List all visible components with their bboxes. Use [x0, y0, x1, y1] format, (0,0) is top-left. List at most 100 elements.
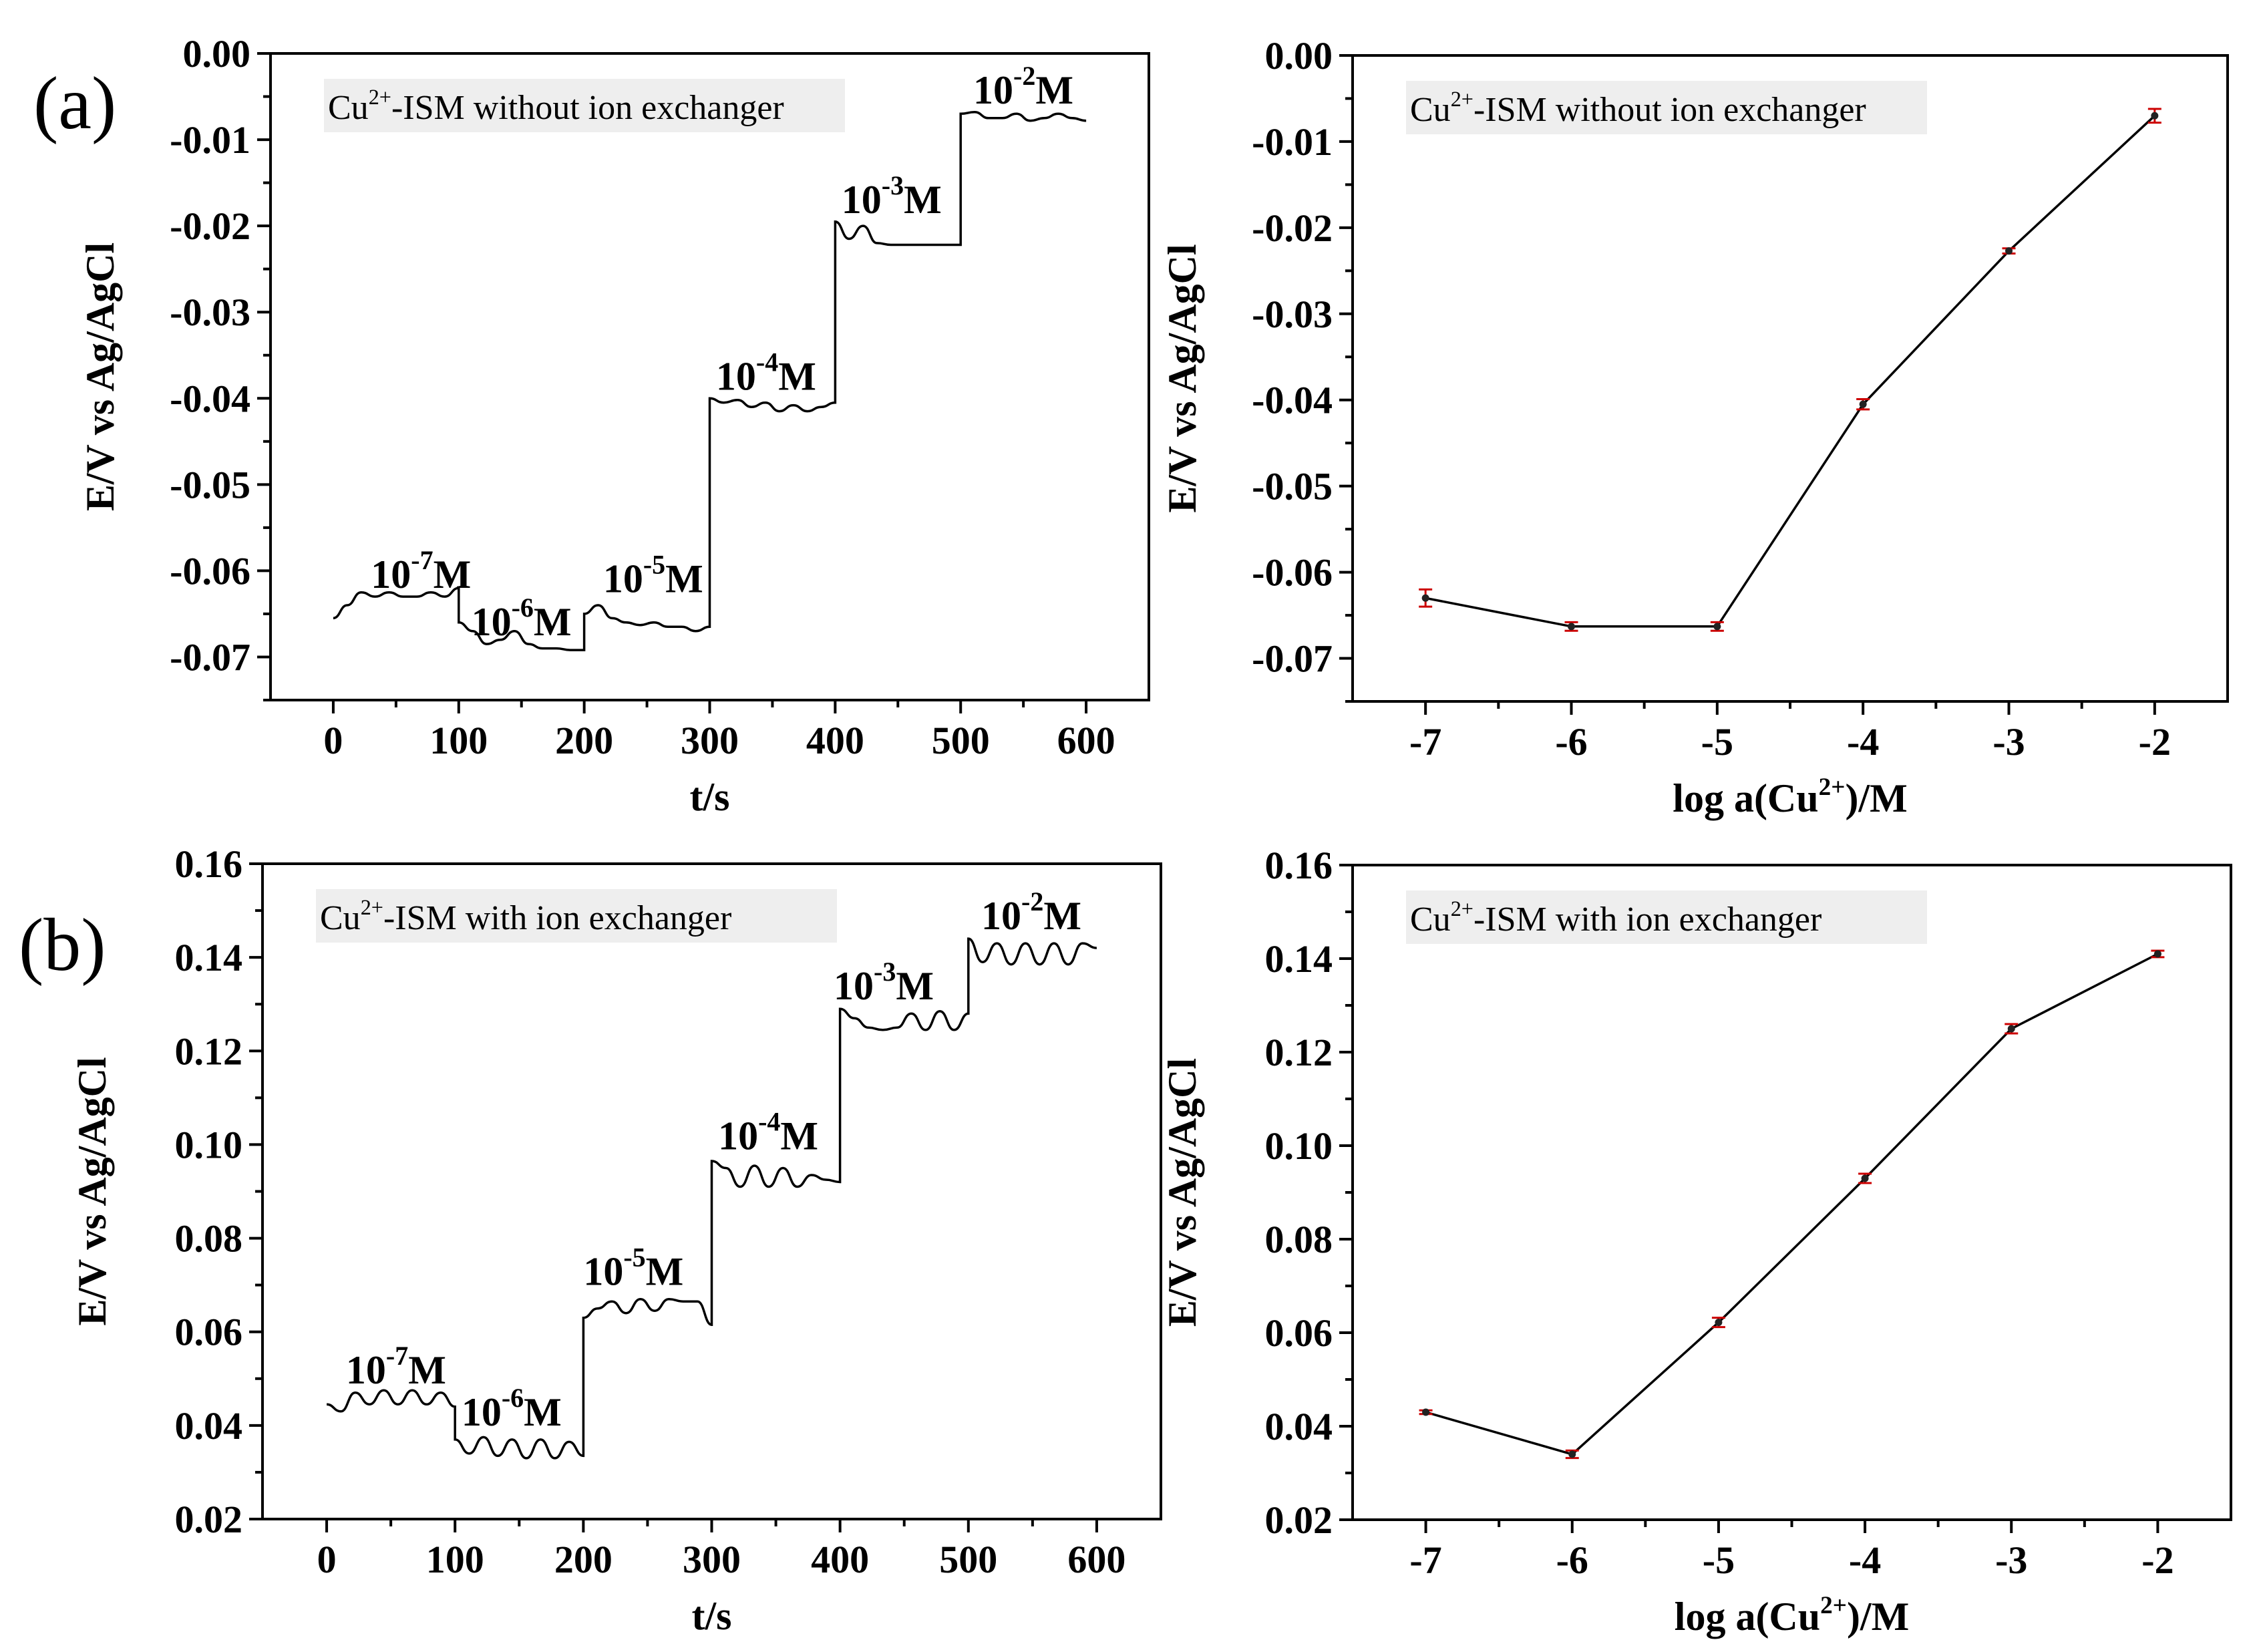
y-axis-title: E/V vs Ag/AgCl [1160, 244, 1204, 512]
y-tick-label: 0.16 [1265, 844, 1333, 887]
x-tick-label: 100 [426, 1538, 484, 1581]
concentration-base: 10 [834, 964, 874, 1008]
data-point [1568, 1450, 1576, 1458]
concentration-exponent: -2 [1013, 61, 1035, 91]
concentration-label: 10-7M [346, 1341, 446, 1392]
x-tick-label: -7 [1409, 1538, 1441, 1582]
y-tick-label: 0.12 [175, 1029, 243, 1073]
calibration-line [1425, 953, 2159, 1456]
y-tick-label: 0.04 [1265, 1405, 1333, 1448]
concentration-unit: M [1035, 68, 1073, 112]
concentration-exponent: -4 [758, 1106, 780, 1136]
concentration-unit: M [904, 178, 942, 222]
x-tick-label: 200 [555, 719, 613, 762]
y-tick-label: 0.14 [175, 936, 243, 979]
y-tick-label: -0.01 [170, 118, 250, 162]
concentration-unit: M [646, 1250, 684, 1294]
x-axis-title: log a(Cu2+​)/M [1675, 1592, 1909, 1639]
concentration-label: 10-5M [583, 1243, 683, 1294]
concentration-label: 10-2M [973, 61, 1073, 112]
chart-a-time: 0 100 200 300 400 500 600 0.00 -0.01 -0.02 -0.03 -0… [78, 32, 1150, 819]
y-tick-label: 0.10 [175, 1123, 243, 1166]
x-tick-label: 500 [939, 1538, 997, 1581]
y-tick-label: -0.05 [1252, 465, 1333, 508]
y-tick-label: 0.06 [175, 1311, 243, 1354]
x-tick-label: 0 [317, 1538, 337, 1581]
concentration-base: 10 [462, 1390, 502, 1434]
legend-box [316, 889, 837, 943]
y-tick-label: 0.08 [175, 1217, 243, 1261]
concentration-exponent: -5 [643, 550, 665, 580]
concentration-exponent: -3 [882, 170, 904, 200]
x-axis-title: log a(Cu2+​)/M [1673, 774, 1907, 820]
concentration-base: 10 [716, 354, 756, 398]
concentration-base: 10 [973, 68, 1013, 112]
legend-box [324, 79, 845, 132]
data-point [2005, 247, 2013, 255]
concentration-base: 10 [346, 1348, 386, 1392]
concentration-base: 10 [842, 178, 882, 222]
x-axis-title: t/s [692, 1594, 732, 1638]
concentration-unit: M [665, 557, 703, 601]
x-tick-label: -6 [1555, 720, 1587, 764]
concentration-label: 10-2M [981, 886, 1081, 938]
concentration-unit: M [780, 1114, 818, 1158]
plot-frame [1351, 864, 2232, 1521]
concentration-exponent: -4 [756, 347, 778, 377]
concentration-exponent: -2 [1021, 886, 1043, 917]
x-tick-label: -7 [1409, 720, 1441, 764]
concentration-exponent: -5 [623, 1243, 645, 1273]
y-tick-label: 0.02 [1265, 1498, 1333, 1542]
x-tick-label: -5 [1701, 720, 1733, 764]
concentration-exponent: -3 [874, 957, 896, 987]
x-tick-label: 300 [683, 1538, 741, 1581]
y-axis-title: E/V vs Ag/AgCl [70, 1057, 114, 1325]
concentration-base: 10 [981, 894, 1021, 938]
concentration-unit: M [433, 552, 472, 597]
data-point [1421, 594, 1429, 602]
data-point [2007, 1025, 2015, 1033]
y-axis-title: E/V vs Ag/AgCl [1160, 1058, 1204, 1327]
x-tick-label: 200 [554, 1538, 613, 1581]
concentration-exponent: -6 [512, 593, 534, 623]
y-tick-label: -0.07 [1252, 637, 1333, 681]
concentration-label: 10-4M [716, 347, 816, 398]
x-tick-label: 500 [932, 719, 990, 762]
concentration-base: 10 [472, 600, 512, 644]
y-tick-label: -0.07 [170, 635, 250, 679]
y-tick-label: -0.02 [1252, 206, 1333, 250]
concentration-base: 10 [583, 1250, 623, 1294]
legend-box [1406, 890, 1927, 944]
calibration-line [1425, 115, 2155, 628]
x-tick-label: -5 [1703, 1538, 1735, 1582]
x-tick-label: -4 [1847, 720, 1879, 764]
chart-b-time: 0 100 200 300 400 500 600 0.02 0.04 0.06 0.08 0.10 0… [70, 842, 1162, 1638]
y-tick-label: -0.03 [1252, 293, 1333, 336]
x-tick-label: -3 [1995, 1538, 2027, 1582]
x-tick-label: 0 [323, 719, 343, 762]
y-tick-label: 0.04 [175, 1404, 243, 1448]
y-tick-label: -0.06 [1252, 551, 1333, 595]
x-tick-label: 400 [811, 1538, 869, 1581]
concentration-label: 10-6M [462, 1383, 562, 1434]
trace-line [333, 111, 1087, 651]
concentration-unit: M [408, 1348, 446, 1392]
x-tick-label: -4 [1849, 1538, 1881, 1582]
concentration-unit: M [534, 600, 572, 644]
legend-label: Cu2+​-ISM without ion exchanger [328, 85, 784, 127]
chart-b-cal: -7 -6 -5 -4 -3 -2 0.02 0.04 0.06 0.08 0.10 0.12 0.14… [1160, 844, 2232, 1639]
data-point [2151, 112, 2159, 120]
chart-a-cal: -7 -6 -5 -4 -3 -2 0.00 -0.01 -0.02 -0.03 -0.04 -0.0… [1160, 34, 2229, 820]
plot-frame [1351, 54, 2229, 703]
y-tick-label: 0.00 [183, 32, 251, 75]
x-tick-label: 600 [1067, 1538, 1125, 1581]
y-tick-label: 0.14 [1265, 937, 1333, 981]
data-point [1861, 1174, 1869, 1182]
concentration-unit: M [896, 964, 934, 1008]
concentration-unit: M [524, 1390, 562, 1434]
concentration-label: 10-3M [842, 170, 942, 222]
y-tick-label: -0.05 [170, 463, 250, 506]
concentration-base: 10 [718, 1114, 758, 1158]
panel-label-a: (a) [33, 62, 116, 145]
